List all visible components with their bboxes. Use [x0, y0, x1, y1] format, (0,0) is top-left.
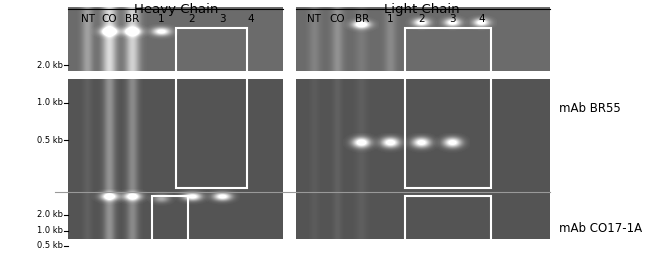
Text: 2.0 kb: 2.0 kb — [37, 210, 63, 219]
Bar — [405, 28, 491, 188]
Text: 1: 1 — [387, 14, 394, 24]
Text: Light Chain: Light Chain — [384, 3, 460, 16]
Bar — [405, 196, 491, 260]
Text: CO: CO — [329, 14, 345, 24]
Bar — [176, 28, 247, 188]
Text: 4: 4 — [247, 14, 254, 24]
Text: 4: 4 — [478, 14, 485, 24]
Text: 2: 2 — [189, 14, 195, 24]
Bar — [152, 196, 188, 260]
Text: mAb CO17-1A: mAb CO17-1A — [559, 222, 642, 235]
Text: 3: 3 — [219, 14, 226, 24]
Text: Heavy Chain: Heavy Chain — [133, 3, 218, 16]
Text: NT: NT — [81, 14, 95, 24]
Text: 1.0 kb: 1.0 kb — [37, 226, 63, 235]
Text: 1: 1 — [158, 14, 165, 24]
Text: 2.0 kb: 2.0 kb — [37, 61, 63, 70]
Text: 1.0 kb: 1.0 kb — [37, 98, 63, 107]
Text: 0.5 kb: 0.5 kb — [37, 136, 63, 145]
Text: 2: 2 — [419, 14, 425, 24]
Text: NT: NT — [307, 14, 322, 24]
Text: 3: 3 — [449, 14, 456, 24]
Text: 0.5 kb: 0.5 kb — [37, 241, 63, 250]
Text: mAb BR55: mAb BR55 — [559, 102, 620, 115]
Text: BR: BR — [125, 14, 139, 24]
Text: BR: BR — [355, 14, 369, 24]
Text: CO: CO — [102, 14, 117, 24]
